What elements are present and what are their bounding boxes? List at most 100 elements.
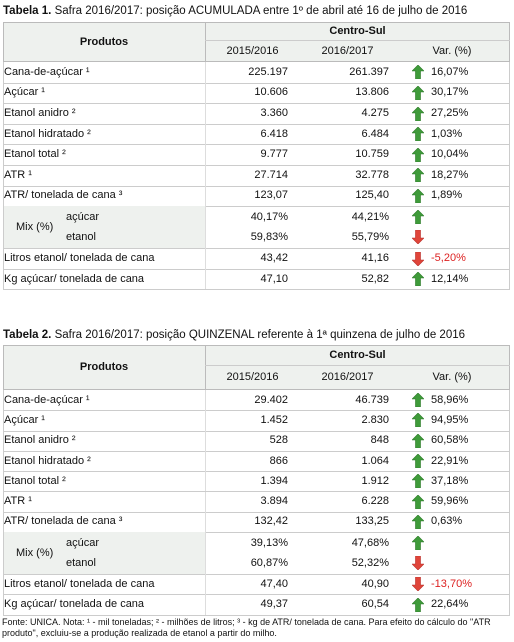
row	[3, 268, 510, 291]
header-product: Produtos	[79, 35, 129, 48]
rule	[205, 144, 206, 165]
row	[3, 248, 510, 270]
product: Etanol total ²	[4, 474, 66, 487]
trend-arrow	[412, 494, 424, 509]
footnote: Fonte: UNICA. Nota: ¹ - mil toneladas; ²…	[2, 617, 491, 638]
value-2: 6.228	[361, 495, 389, 508]
value-1: 47,10	[260, 272, 288, 285]
row	[3, 511, 510, 534]
rule	[205, 22, 206, 62]
value-1: 47,40	[260, 577, 288, 590]
value-1: 39,13%	[250, 536, 288, 549]
product: Kg açúcar/ tonelada de cana	[4, 272, 145, 285]
rule	[205, 365, 510, 367]
value-2: 125,40	[355, 189, 389, 202]
trend-arrow	[412, 251, 424, 266]
trend-arrow	[412, 536, 424, 551]
trend-arrow	[412, 413, 424, 428]
trend-arrow	[412, 474, 424, 489]
rule	[205, 345, 206, 390]
mix-label: Mix (%)	[16, 220, 54, 233]
change: 58,96%	[431, 393, 469, 406]
value-1: 9.777	[260, 148, 288, 161]
value-2: 1.064	[361, 454, 389, 467]
value-2: 41,16	[361, 252, 389, 264]
value-1: 60,87%	[250, 556, 288, 569]
change: 27,25%	[431, 107, 469, 119]
row	[3, 185, 510, 208]
change: 0,63%	[431, 515, 463, 528]
value-1: 123,07	[254, 189, 288, 202]
value-1: 1.394	[260, 474, 288, 487]
row	[3, 123, 510, 146]
header-col2: 2016/2017	[321, 44, 374, 57]
rule	[205, 165, 206, 186]
change: 30,17%	[431, 86, 469, 99]
product: Etanol hidratado ²	[4, 127, 91, 140]
trend-arrow	[412, 210, 424, 225]
product: ATR/ tonelada de cana ³	[4, 515, 123, 528]
rule	[205, 594, 206, 615]
change: 22,64%	[431, 598, 469, 611]
value-2: 2.830	[361, 413, 389, 426]
change: 37,18%	[431, 474, 469, 487]
value-2: 46.739	[355, 393, 389, 406]
product: Kg açúcar/ tonelada de cana	[4, 598, 145, 611]
value-2: 133,25	[355, 515, 389, 528]
row	[3, 206, 510, 250]
row-bg	[4, 206, 205, 249]
value-1: 10.606	[254, 86, 288, 99]
trend-arrow	[412, 106, 424, 121]
rule	[205, 185, 206, 207]
rule	[205, 491, 206, 512]
table-title: Tabela 2. Safra 2016/2017: posição QUINZ…	[3, 329, 465, 342]
change: 1,89%	[431, 189, 463, 202]
trend-arrow	[412, 85, 424, 100]
row	[3, 430, 510, 452]
mix-name: etanol	[66, 230, 96, 243]
trend-arrow	[412, 433, 424, 448]
change: 16,07%	[431, 65, 469, 78]
trend-arrow	[412, 65, 424, 80]
value-2: 13.806	[355, 86, 389, 99]
value-1: 6.418	[260, 127, 288, 140]
row	[3, 62, 510, 84]
value-2: 60,54	[361, 598, 389, 611]
value-1: 3.894	[260, 495, 288, 508]
value-2: 10.759	[355, 148, 389, 161]
product: ATR ¹	[4, 495, 32, 508]
trend-arrow	[412, 127, 424, 142]
product: Etanol hidratado ²	[4, 454, 91, 467]
rule	[205, 206, 206, 249]
row	[3, 165, 510, 187]
trend-arrow	[412, 556, 424, 571]
value-2: 52,82	[361, 272, 389, 285]
value-1: 132,42	[254, 515, 288, 528]
value-1: 59,83%	[250, 230, 288, 243]
change: 1,03%	[431, 127, 463, 140]
trend-arrow	[412, 147, 424, 162]
product: ATR ¹	[4, 168, 32, 181]
change: 18,27%	[431, 168, 469, 181]
trend-arrow	[412, 272, 424, 287]
trend-arrow	[412, 577, 424, 592]
table-title-text: Safra 2016/2017: posição QUINZENAL refer…	[54, 329, 466, 341]
header-change: Var. (%)	[432, 371, 472, 384]
change: 12,14%	[431, 272, 469, 285]
header-col1: 2015/2016	[226, 44, 279, 57]
value-1: 1.452	[260, 413, 288, 426]
trend-arrow	[412, 597, 424, 612]
trend-arrow	[412, 393, 424, 408]
rule	[205, 123, 206, 145]
value-1: 40,17%	[250, 210, 288, 223]
row	[3, 574, 510, 596]
header-product: Produtos	[79, 361, 129, 373]
value-1: 866	[269, 454, 288, 467]
product: Etanol anidro ²	[4, 434, 76, 447]
table-label: Tabela 1.	[3, 5, 52, 17]
trend-arrow	[412, 168, 424, 183]
change: -13,70%	[431, 577, 472, 590]
row	[3, 450, 510, 473]
product: Etanol anidro ²	[4, 107, 76, 119]
